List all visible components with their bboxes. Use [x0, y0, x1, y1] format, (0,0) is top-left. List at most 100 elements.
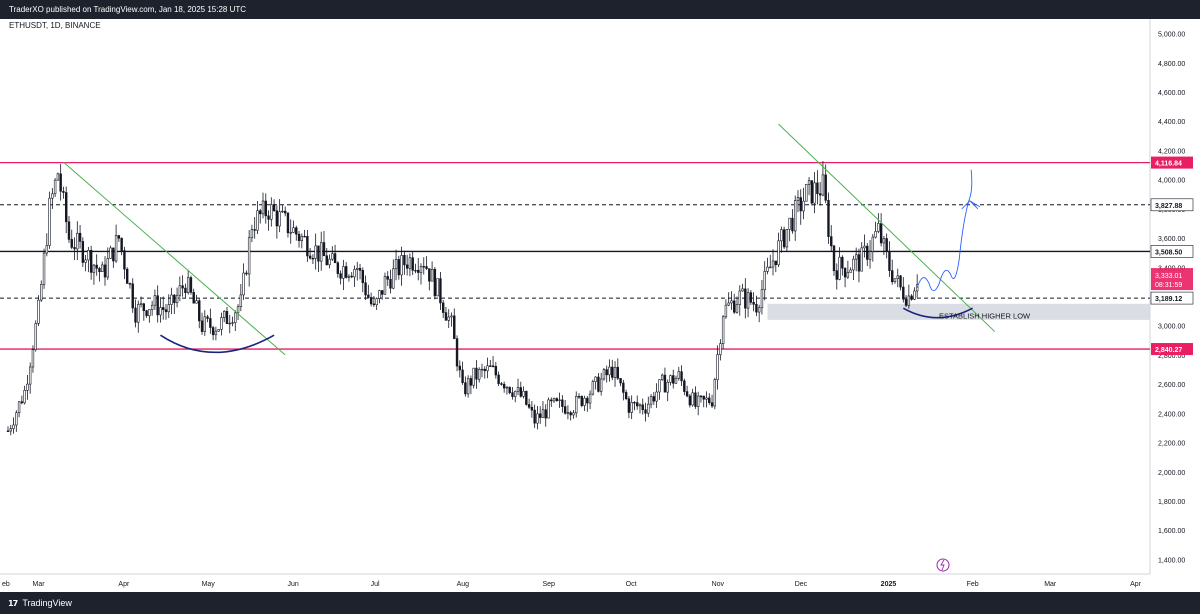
candle-body — [303, 235, 306, 238]
candle-body — [42, 252, 46, 285]
candle-body — [491, 365, 495, 367]
candle-body — [444, 312, 448, 321]
candle-body — [622, 382, 625, 393]
candle-body — [234, 312, 237, 323]
candle-body — [907, 295, 911, 306]
candle-body — [771, 260, 775, 268]
candle-body — [466, 378, 470, 395]
candle-body — [511, 392, 514, 397]
candle-body — [647, 403, 650, 414]
candle-body — [441, 302, 445, 313]
x-tick-label: Mar — [32, 581, 45, 588]
candle-body — [641, 404, 644, 411]
candle-body — [649, 396, 653, 405]
candle-body — [888, 251, 891, 271]
candle-body — [397, 259, 401, 276]
candle-body — [62, 191, 65, 193]
candle-body — [791, 217, 794, 232]
x-tick-label: Dec — [795, 581, 808, 588]
candle-body — [458, 365, 462, 371]
candle-body — [843, 267, 847, 278]
candle-body — [541, 409, 545, 418]
candle-body — [544, 409, 547, 419]
candle-body — [87, 250, 90, 261]
candle-body — [577, 396, 581, 398]
candle-body — [910, 295, 913, 300]
candle-body — [669, 375, 672, 383]
candle-body — [48, 197, 51, 246]
candle-body — [225, 311, 229, 324]
candle-body — [400, 255, 403, 276]
candle-body — [744, 288, 747, 309]
level-tag — [1151, 156, 1193, 169]
candle-body — [502, 383, 506, 389]
candle-body — [314, 245, 317, 259]
candle-body — [816, 182, 819, 195]
x-tick-label: Jul — [371, 581, 380, 588]
candle-body — [209, 318, 212, 328]
candle-body — [580, 396, 583, 406]
candle-body — [411, 257, 414, 271]
candle-body — [494, 366, 498, 376]
candle-body — [691, 392, 694, 406]
candle-body — [425, 266, 428, 269]
candle-body — [489, 365, 492, 367]
candle-body — [638, 404, 642, 407]
brand-label[interactable]: TradingView — [22, 598, 72, 608]
candle-body — [724, 304, 728, 318]
candle-body — [439, 278, 442, 304]
candle-body — [760, 289, 764, 309]
candle-body — [422, 266, 425, 268]
price-chart[interactable]: 5,000.00 4,800.00 4,600.00 4,400.00 4,200.00… — [0, 19, 1200, 592]
candle-body — [777, 240, 780, 266]
candle-body — [203, 316, 207, 332]
candle-body — [428, 268, 431, 282]
candle-body — [846, 272, 850, 278]
y-tick-label: 1,400.00 — [1158, 557, 1185, 564]
rounding-bottom-arc — [160, 334, 275, 354]
candle-body — [500, 383, 503, 385]
candle-body — [877, 223, 880, 232]
candle-body — [514, 390, 517, 397]
candle-body — [558, 399, 561, 401]
x-tick-label: Aug — [457, 581, 470, 588]
chart-panel[interactable]: 5,000.00 4,800.00 4,600.00 4,400.00 4,200.00… — [0, 19, 1200, 592]
candle-body — [530, 406, 534, 411]
x-tick-label: May — [202, 581, 216, 588]
candle-body — [223, 311, 226, 318]
y-tick-label: 3,600.00 — [1158, 236, 1185, 243]
candle-body — [688, 395, 692, 406]
candle-body — [538, 413, 542, 418]
candle-body — [394, 259, 398, 270]
candle-body — [433, 268, 437, 297]
candle-body — [344, 266, 348, 278]
candle-body — [419, 266, 423, 273]
candle-body — [536, 413, 539, 424]
candle-body — [469, 378, 473, 386]
candle-body — [286, 212, 290, 234]
candle-body — [453, 315, 456, 339]
candle-body — [860, 247, 863, 272]
candle-body — [353, 269, 356, 278]
candle-body — [256, 210, 259, 231]
y-tick-label: 4,400.00 — [1158, 119, 1185, 126]
candle-body — [206, 316, 209, 319]
y-tick-label: 2,400.00 — [1158, 411, 1185, 418]
trendline-2 — [778, 123, 996, 332]
candle-body — [350, 275, 353, 278]
x-tick-label: Jun — [288, 581, 299, 588]
projection-arrow-icon — [961, 200, 981, 210]
y-tick-label: 2,800.00 — [1158, 353, 1185, 360]
candle-body — [375, 298, 378, 306]
candle-body — [868, 251, 872, 260]
candle-body — [852, 258, 855, 271]
candle-body — [317, 245, 320, 262]
candle-body — [572, 412, 575, 416]
candle-body — [28, 366, 32, 385]
candle-body — [769, 266, 772, 269]
candle-body — [67, 221, 71, 240]
candle-body — [904, 298, 908, 306]
candle-body — [630, 402, 633, 413]
candle-body — [17, 401, 21, 414]
candle-body — [308, 255, 312, 259]
